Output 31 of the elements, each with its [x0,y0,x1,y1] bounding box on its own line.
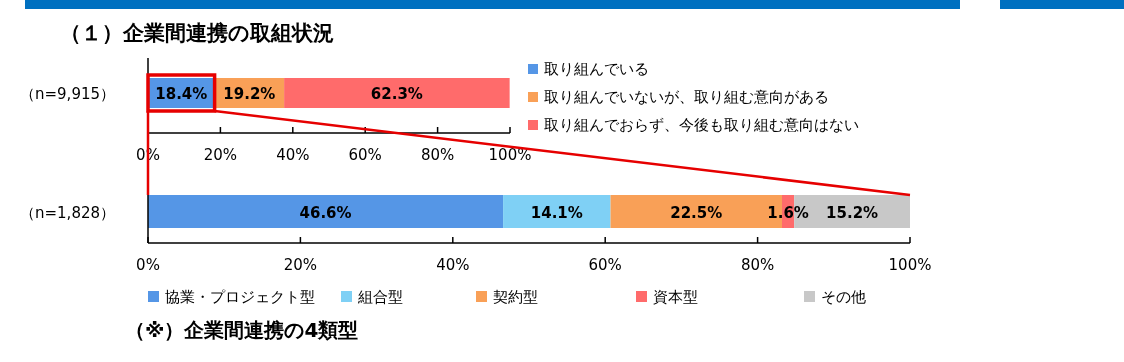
legend-label: 資本型 [653,288,698,306]
x-tick-label: 80% [740,256,775,274]
x-tick-label: 20% [203,146,238,164]
x-tick-label: 100% [488,146,532,164]
x-tick-label: 100% [888,256,932,274]
legend-label: 取り組んでいる [544,60,649,78]
x-tick-label: 60% [588,256,622,274]
data-label: 46.6% [299,203,352,222]
text: （※）企業間連携の4類型 [125,318,359,342]
data-label: 62.3% [370,85,423,103]
legend-label: 組合型 [357,288,403,306]
chart-title: （１）企業間連携の取組状況 [60,21,334,45]
x-tick-label: 0% [136,256,160,274]
x-tick-label: 80% [420,146,455,164]
data-label: 1.6% [767,203,809,222]
data-label: 19.2% [223,85,276,103]
x-tick-label: 60% [348,146,382,164]
data-label: 14.1% [530,203,583,222]
legend-label: 取り組んでいないが、取り組む意向がある [544,88,829,106]
legend-label: その他 [821,288,866,306]
x-tick-label: 40% [276,146,310,164]
y-tick-label: （n=1,828） [20,203,116,222]
legend-label: 取り組んでおらず、今後も取り組む意向はない [544,116,859,134]
data-label: 15.2% [826,203,879,222]
x-tick-label: 40% [436,256,470,274]
legend-label: 協業・プロジェクト型 [165,288,315,306]
data-label: 22.5% [670,203,723,222]
y-tick-label: （n=9,915） [20,85,116,103]
x-tick-label: 20% [283,256,318,274]
data-label: 18.4% [155,85,208,103]
legend-label: 契約型 [493,288,538,306]
